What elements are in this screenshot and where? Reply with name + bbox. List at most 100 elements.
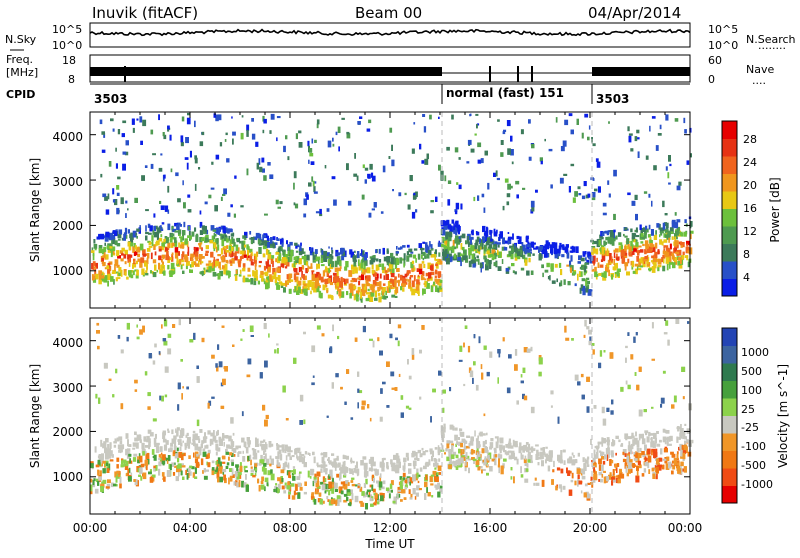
power-cell bbox=[163, 239, 165, 242]
velocity-cell bbox=[434, 468, 436, 470]
power-cell bbox=[412, 268, 414, 272]
velocity-cell bbox=[215, 444, 218, 451]
power-cell bbox=[669, 164, 671, 166]
power-cell bbox=[435, 264, 438, 267]
power-cell bbox=[298, 244, 300, 247]
power-cell bbox=[566, 244, 569, 248]
power-cell bbox=[683, 118, 685, 123]
velocity-cell bbox=[176, 476, 179, 481]
velocity-cell bbox=[237, 452, 239, 457]
power-cell bbox=[200, 230, 203, 235]
velocity-cell bbox=[469, 443, 471, 447]
power-cell bbox=[673, 220, 675, 222]
power-cell bbox=[604, 231, 608, 234]
velocity-cell bbox=[535, 444, 539, 446]
velocity-cell bbox=[231, 441, 234, 447]
velocity-cell bbox=[324, 469, 328, 471]
velocity-cell bbox=[535, 478, 537, 481]
velocity-cell bbox=[116, 464, 119, 468]
power-cell bbox=[412, 149, 415, 154]
velocity-cell bbox=[610, 410, 613, 414]
velocity-cell bbox=[126, 433, 129, 438]
velocity-cell bbox=[684, 424, 686, 426]
power-cell bbox=[230, 263, 232, 266]
velocity-cell bbox=[224, 442, 226, 447]
power-cell bbox=[449, 226, 452, 232]
velocity-cell bbox=[299, 420, 303, 425]
velocity-cell bbox=[323, 452, 327, 457]
power-cell bbox=[239, 274, 242, 276]
power-cell bbox=[306, 194, 309, 199]
power-cell bbox=[680, 241, 683, 245]
velocity-cell bbox=[586, 326, 589, 329]
power-cell bbox=[578, 261, 582, 264]
power-cell bbox=[497, 178, 500, 180]
velocity-cell bbox=[688, 452, 692, 457]
power-cell bbox=[565, 249, 568, 251]
velocity-cell bbox=[182, 465, 186, 467]
power-cell bbox=[372, 176, 376, 182]
velocity-cell bbox=[177, 404, 179, 411]
power-cell bbox=[526, 236, 529, 240]
power-cell bbox=[422, 261, 425, 264]
velocity-cell bbox=[120, 477, 122, 483]
velocity-cell bbox=[479, 433, 481, 436]
power-cell bbox=[345, 261, 348, 267]
velocity-cell bbox=[170, 464, 172, 470]
velocity-cell bbox=[267, 482, 269, 486]
velocity-cell bbox=[446, 444, 449, 449]
power-cell bbox=[429, 241, 431, 247]
power-cell bbox=[195, 158, 198, 164]
power-cell bbox=[578, 186, 581, 189]
velocity-cell bbox=[578, 474, 580, 479]
power-cell bbox=[281, 263, 285, 267]
power-cell bbox=[567, 252, 570, 258]
power-cell bbox=[232, 139, 234, 145]
velocity-cell bbox=[466, 452, 468, 458]
velocity-cell bbox=[339, 487, 341, 490]
power-cell bbox=[423, 248, 425, 250]
velocity-cell bbox=[317, 325, 321, 329]
power-cell bbox=[306, 255, 309, 261]
power-cell bbox=[488, 255, 491, 258]
velocity-cell bbox=[458, 437, 460, 440]
power-cell bbox=[578, 193, 581, 195]
velocity-cell bbox=[408, 468, 412, 474]
power-cell bbox=[299, 142, 303, 148]
velocity-cell bbox=[329, 462, 332, 465]
velocity-cell bbox=[505, 450, 507, 455]
power-cell bbox=[303, 214, 306, 218]
power-cell bbox=[475, 114, 478, 116]
velocity-cell bbox=[228, 457, 230, 461]
power-cell bbox=[608, 121, 610, 124]
power-ytick-1000: 1000 bbox=[52, 264, 83, 278]
power-cell bbox=[629, 136, 632, 143]
power-cell bbox=[485, 151, 489, 156]
velocity-cell bbox=[293, 466, 295, 469]
power-cell bbox=[454, 238, 456, 243]
power-cell bbox=[613, 214, 616, 220]
velocity-cell bbox=[656, 467, 659, 473]
velocity-cell bbox=[418, 481, 420, 483]
power-cb-swatch bbox=[722, 279, 737, 297]
velocity-cell bbox=[225, 449, 228, 452]
velocity-cell bbox=[311, 492, 314, 496]
power-cell bbox=[407, 270, 411, 273]
velocity-cell bbox=[320, 469, 322, 473]
power-cell bbox=[338, 146, 340, 151]
velocity-cell bbox=[271, 474, 275, 481]
velocity-cell bbox=[513, 440, 515, 447]
velocity-cell bbox=[187, 473, 189, 480]
velocity-cell bbox=[145, 371, 147, 375]
power-cell bbox=[217, 254, 221, 256]
velocity-cell bbox=[235, 471, 238, 477]
nsearch-marker: ........ bbox=[758, 39, 786, 52]
velocity-cell bbox=[386, 488, 389, 492]
power-cell bbox=[241, 133, 244, 140]
power-cell bbox=[468, 140, 472, 145]
power-cell bbox=[309, 148, 312, 153]
velocity-cell bbox=[511, 467, 513, 470]
velocity-cell bbox=[477, 454, 480, 457]
power-cell bbox=[484, 208, 486, 213]
power-cell bbox=[295, 204, 298, 209]
